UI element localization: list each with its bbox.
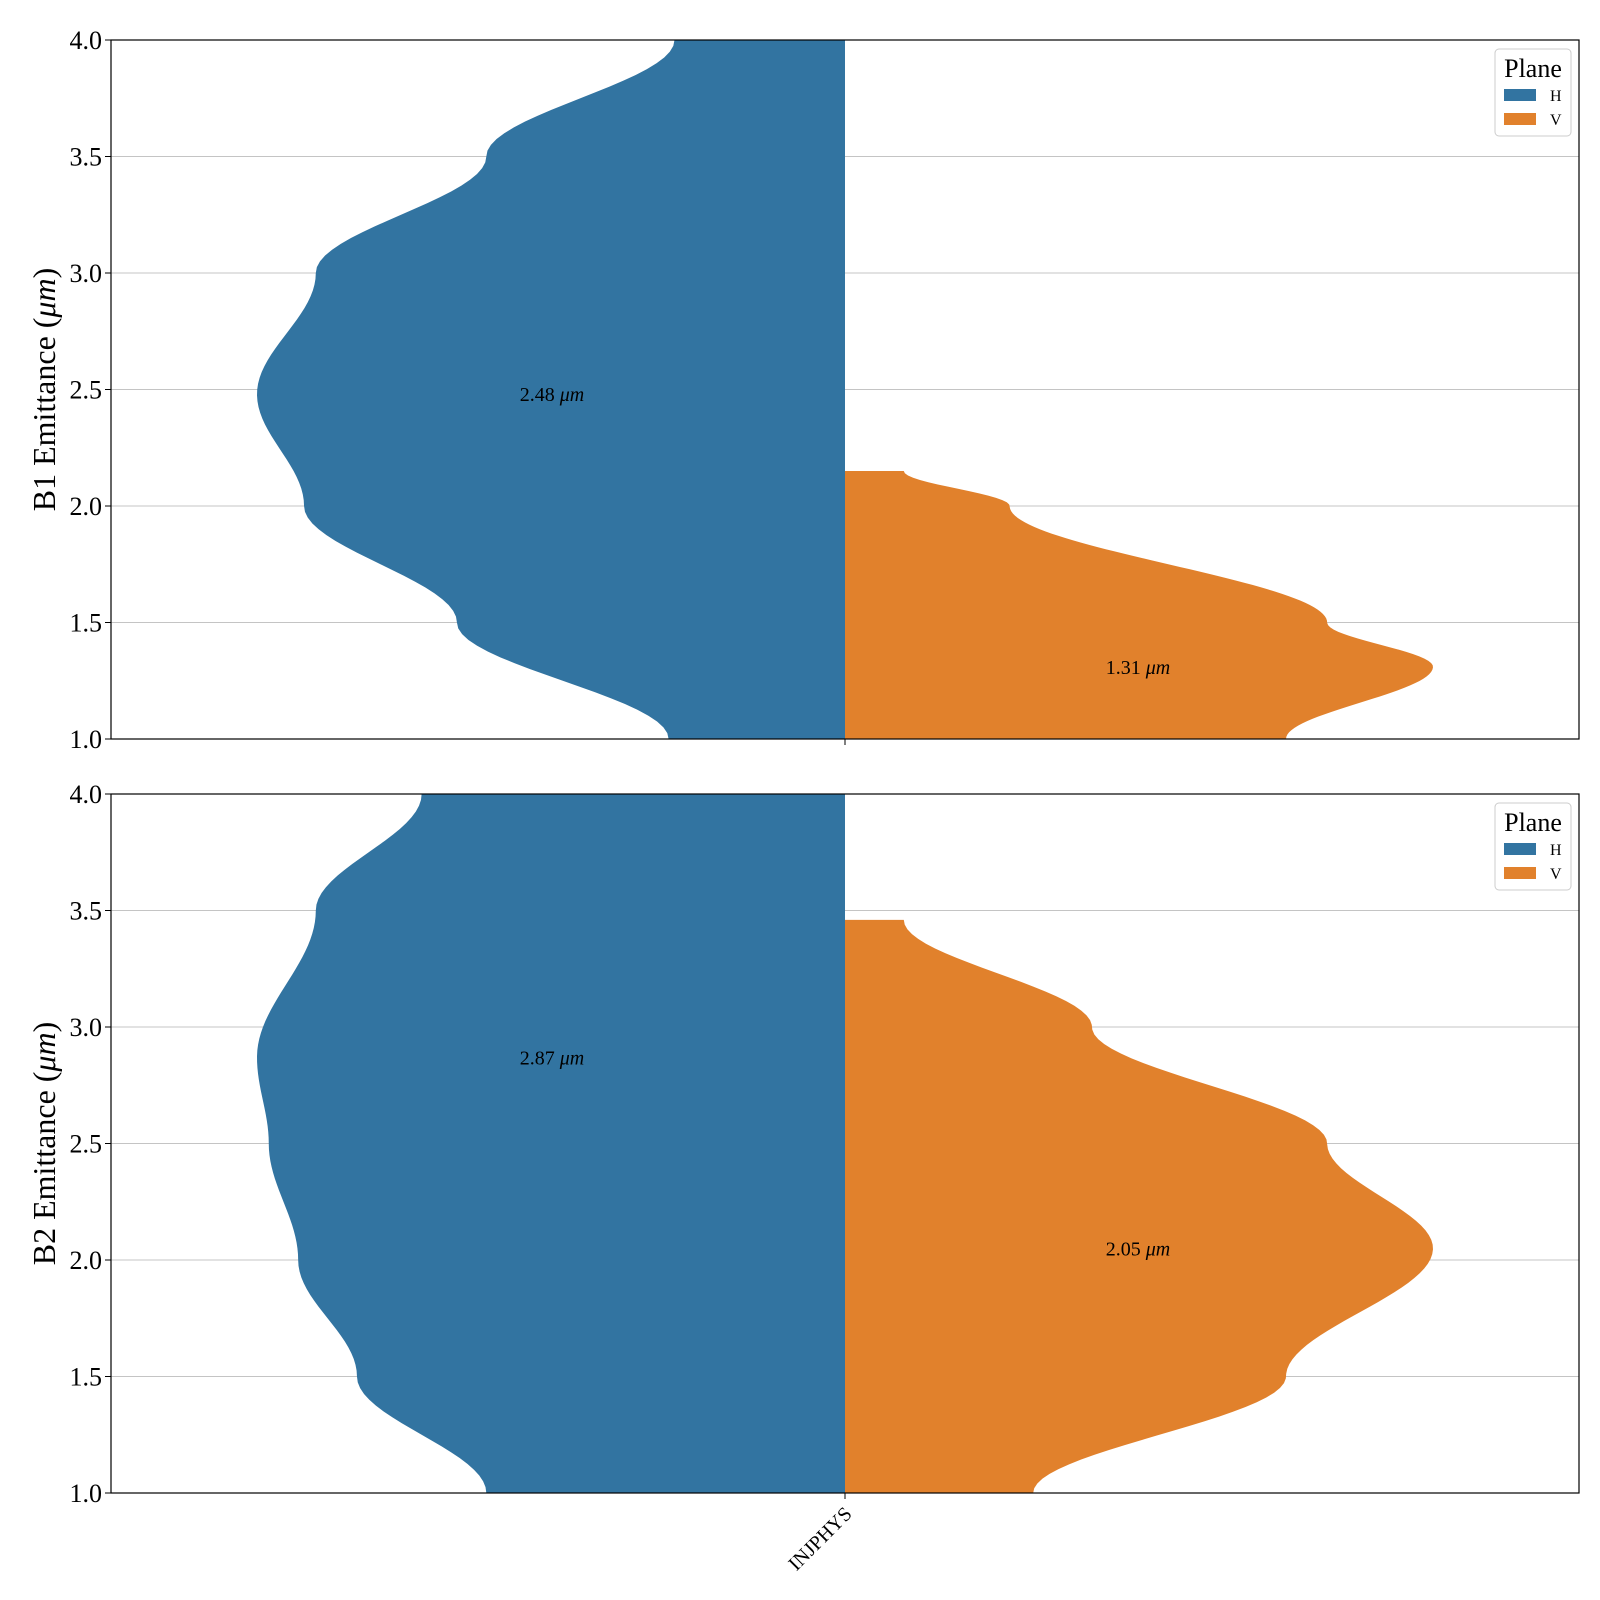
median-label-v: 1.31 μm xyxy=(1106,657,1170,679)
x-tick-label: INJPHYS xyxy=(784,1503,856,1575)
legend-label-h: H xyxy=(1550,842,1562,859)
legend-label-h: H xyxy=(1550,88,1562,105)
median-label-v: 2.05 μm xyxy=(1106,1238,1170,1260)
legend: Plane HV xyxy=(1494,48,1572,137)
y-tick-label: 3.5 xyxy=(70,143,103,172)
y-axis-label-close: ) xyxy=(26,1022,62,1033)
median-label-h: 2.48 μm xyxy=(520,384,584,406)
y-tick-label: 1.5 xyxy=(70,609,103,638)
y-axis-label: B1 Emittance (μm) xyxy=(26,268,62,512)
legend-label-v: V xyxy=(1550,112,1562,129)
legend-swatch-v xyxy=(1504,867,1536,879)
y-tick-label: 1.0 xyxy=(70,725,103,754)
violin-h xyxy=(257,40,845,739)
y-axis-label-text: B1 Emittance ( xyxy=(26,318,62,512)
median-unit: μm xyxy=(1145,657,1170,679)
y-tick-label: 3.0 xyxy=(70,1013,103,1042)
y-axis-label-unit: μm xyxy=(26,278,62,318)
y-tick-label: 3.0 xyxy=(70,259,103,288)
legend: Plane HV xyxy=(1494,802,1572,891)
legend-swatch-v xyxy=(1504,113,1536,125)
median-unit: μm xyxy=(1145,1238,1170,1260)
median-value: 2.05 xyxy=(1106,1238,1141,1260)
legend-title: Plane xyxy=(1504,808,1562,837)
y-axis-label: B2 Emittance (μm) xyxy=(26,1022,62,1266)
median-unit: μm xyxy=(559,384,584,406)
y-tick-label: 2.0 xyxy=(70,1246,103,1275)
violin-v xyxy=(845,919,1433,1493)
violin-v xyxy=(845,471,1433,739)
legend-title: Plane xyxy=(1504,54,1562,83)
legend-label-v: V xyxy=(1550,866,1562,883)
legend-swatch-h xyxy=(1504,843,1536,855)
median-label-h: 2.87 μm xyxy=(520,1047,584,1069)
median-value: 2.48 xyxy=(520,384,555,406)
y-tick-label: 2.5 xyxy=(70,376,103,405)
violin-h xyxy=(257,794,845,1493)
y-axis-label-close: ) xyxy=(26,268,62,279)
y-tick-label: 1.0 xyxy=(70,1479,103,1508)
y-tick-label: 4.0 xyxy=(70,26,103,55)
panel-2: 1.01.52.02.53.03.54.02.87 μm2.05 μmINJPH… xyxy=(26,780,1580,1575)
y-tick-label: 3.5 xyxy=(70,897,103,926)
median-unit: μm xyxy=(559,1047,584,1069)
y-tick-label: 2.0 xyxy=(70,492,103,521)
y-axis-label-unit: μm xyxy=(26,1032,62,1072)
y-tick-label: 1.5 xyxy=(70,1363,103,1392)
y-tick-label: 2.5 xyxy=(70,1130,103,1159)
y-axis-label-text: B2 Emittance ( xyxy=(26,1072,62,1266)
median-value: 2.87 xyxy=(520,1047,555,1069)
y-tick-label: 4.0 xyxy=(70,780,103,809)
legend-swatch-h xyxy=(1504,89,1536,101)
median-value: 1.31 xyxy=(1106,657,1141,679)
violin-group xyxy=(257,794,1433,1493)
violin-group xyxy=(257,40,1433,739)
